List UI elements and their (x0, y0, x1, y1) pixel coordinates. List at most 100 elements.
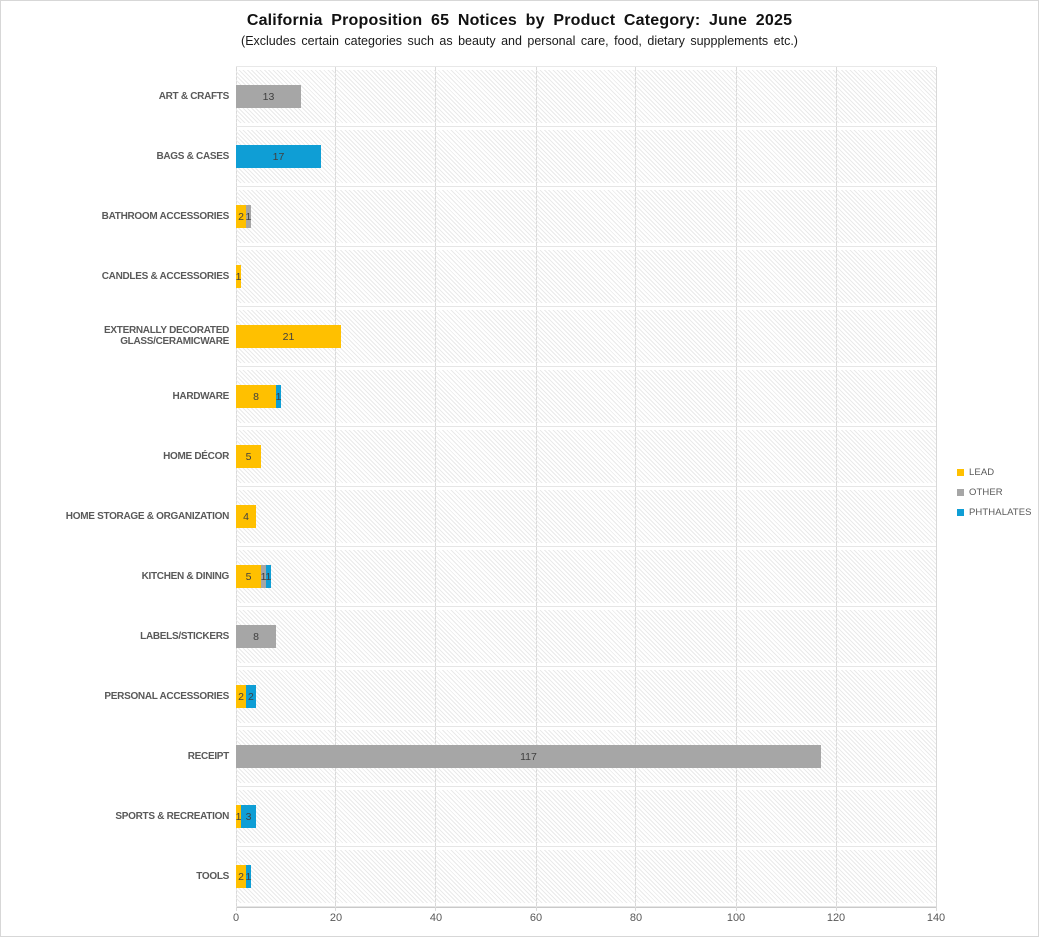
bar-value-label: 8 (253, 630, 259, 643)
bar-segment-lead: 4 (236, 505, 256, 528)
category-row: 117 (236, 727, 936, 787)
gridline (435, 67, 437, 911)
bar-value-label: 13 (262, 90, 275, 103)
category-axis: ART & CRAFTS BAGS & CASES BATHROOM ACCESSO… (1, 66, 230, 906)
bar-segment-lead: 2 (236, 685, 246, 708)
category-label: PERSONAL ACCESSORIES (104, 690, 229, 702)
bar-segment-other: 8 (236, 625, 276, 648)
stacked-bar: 4 (236, 505, 936, 528)
bar-value-label: 1 (245, 870, 252, 883)
bar-segment-other: 1 (246, 205, 251, 228)
stacked-bar: 17 (236, 145, 936, 168)
category-label: ART & CRAFTS (158, 90, 230, 102)
stacked-bar: 117 (236, 745, 936, 768)
legend-swatch-icon (957, 509, 964, 516)
gridline (835, 67, 837, 911)
x-tick-label: 40 (429, 912, 443, 924)
row-hatch-fill (236, 70, 936, 123)
chart-title: California Proposition 65 Notices by Pro… (246, 12, 793, 29)
gridline (935, 67, 937, 911)
bar-segment-phthalates: 1 (246, 865, 251, 888)
gridline (635, 67, 637, 911)
stacked-bar: 13 (236, 85, 936, 108)
bar-value-label: 5 (245, 450, 252, 463)
category-row: 13 (236, 67, 936, 127)
chart-subtitle: (Excludes certain categories such as bea… (241, 34, 798, 48)
x-tick-label: 0 (232, 912, 240, 924)
legend-label: OTHER (969, 487, 1003, 498)
gridline (335, 67, 337, 911)
category-label: RECEIPT (187, 750, 230, 762)
bar-segment-lead: 2 (236, 205, 246, 228)
bar-segment-other: 13 (236, 85, 301, 108)
row-hatch-fill (236, 490, 936, 543)
category-label: KITCHEN & DINING (141, 570, 230, 582)
bar-segment-phthalates: 2 (245, 685, 256, 708)
bar-value-label: 1 (265, 570, 272, 583)
legend-swatch-icon (957, 469, 964, 476)
category-row: 1 (236, 247, 936, 307)
category-row: 4 (236, 487, 936, 547)
bar-value-label: 1 (245, 210, 252, 223)
row-hatch-fill (236, 370, 936, 423)
bar-segment-phthalates: 1 (266, 565, 271, 588)
bar-segment-lead: 8 (236, 385, 276, 408)
bar-value-label: 3 (245, 810, 252, 823)
category-row: 21 (236, 307, 936, 367)
category-label: BAGS & CASES (156, 150, 229, 162)
stacked-bar: 21 (236, 325, 936, 348)
stacked-bar: 1 (236, 265, 936, 288)
x-tick-label: 60 (529, 912, 543, 924)
legend-swatch-icon (957, 489, 964, 496)
gridline (235, 67, 237, 911)
category-row: 5 (236, 427, 936, 487)
bar-value-label: 8 (253, 390, 259, 403)
category-label: CANDLES & ACCESSORIES (101, 270, 230, 282)
category-row: 17 (236, 127, 936, 187)
category-label: EXTERNALLY DECORATED GLASS/CERAMICWARE (104, 325, 229, 347)
category-label: BATHROOM ACCESSORIES (101, 210, 230, 222)
legend-label: LEAD (969, 467, 995, 478)
x-tick-label: 20 (329, 912, 343, 924)
bar-value-label: 5 (245, 570, 252, 583)
bar-value-label: 1 (235, 270, 242, 283)
x-tick-label: 120 (826, 912, 846, 924)
bar-value-label: 1 (275, 390, 282, 403)
row-hatch-fill (236, 430, 936, 483)
stacked-bar: 8 (236, 625, 936, 648)
legend-item-lead: LEAD (957, 467, 1032, 478)
row-hatch-fill (236, 850, 936, 903)
legend-label: PHTHALATES (969, 507, 1032, 518)
bar-value-label: 17 (272, 150, 285, 163)
bar-segment-lead: 5 (236, 445, 261, 468)
x-axis: 0 20 40 60 80 100 120 140 (232, 912, 945, 928)
legend-item-phthalates: PHTHALATES (957, 507, 1032, 518)
category-label: HOME DÉCOR (163, 450, 229, 462)
bar-value-label: 2 (248, 690, 254, 703)
row-hatch-fill (236, 610, 936, 663)
bar-segment-lead: 21 (236, 325, 341, 348)
bar-value-label: 2 (238, 870, 244, 883)
bar-segment-phthalates: 3 (240, 805, 256, 828)
category-label: LABELS/STICKERS (140, 630, 229, 642)
row-hatch-fill (236, 790, 936, 843)
bar-segment-phthalates: 1 (276, 385, 281, 408)
category-label: HOME STORAGE & ORGANIZATION (65, 510, 230, 522)
category-label: SPORTS & RECREATION (115, 810, 229, 822)
bar-segment-other: 117 (236, 745, 821, 768)
x-tick-label: 100 (726, 912, 746, 924)
category-label: HARDWARE (172, 390, 230, 402)
category-row: 8 (236, 607, 936, 667)
legend: LEAD OTHER PHTHALATES (957, 467, 1032, 518)
row-hatch-fill (236, 250, 936, 303)
x-tick-label: 80 (629, 912, 643, 924)
